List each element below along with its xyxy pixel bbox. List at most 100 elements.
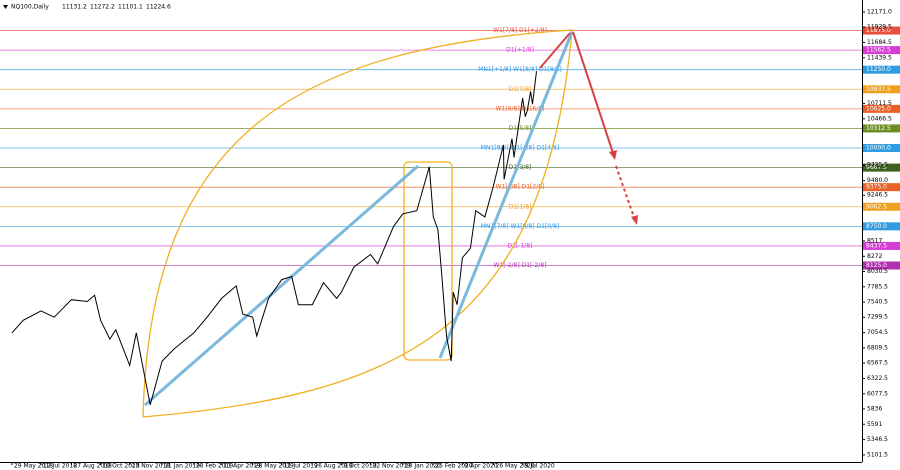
x-tick-label: 12 Jul 2018 [43, 463, 77, 470]
level-price-box [863, 222, 900, 231]
level-price-box [863, 85, 900, 94]
level-price-box [863, 241, 900, 250]
level-text: MN1[+1/8] W1[8/8] D1[8/8] [478, 66, 562, 73]
level-price-label: 9375.0 [866, 184, 887, 191]
arrow-up [539, 32, 571, 69]
level-price-label: 9062.5 [866, 203, 887, 210]
x-tick-label: 10 Oct 2018 [103, 463, 140, 470]
price-line [11, 71, 537, 406]
level-text: D1[5/8] [509, 125, 532, 132]
chart-title: NQ100,Daily [11, 4, 49, 11]
y-tick-label: 5346.5 [867, 436, 888, 443]
ohlc-value: 11101.1 [118, 4, 143, 11]
level-price-label: 10625.0 [866, 105, 891, 112]
level-price-label: 11250.0 [866, 66, 891, 73]
arc-upper [142, 29, 573, 418]
y-tick-label: 9480.0 [867, 177, 888, 184]
trend-line [144, 164, 419, 407]
level-price-label: 8437.5 [866, 242, 887, 249]
level-text: W1[6/8] D1[6/8] [496, 105, 545, 112]
y-tick-label: 11929.5 [867, 24, 892, 31]
x-tick-label: 27 Aug 2018 [73, 463, 112, 470]
level-price-label: 11562.5 [866, 47, 891, 54]
x-tick-label: 23 Nov 2018 [132, 463, 171, 470]
y-tick-label: 7785.5 [867, 283, 888, 290]
x-tick-label: 11 Jan 2019 [164, 463, 200, 470]
y-tick-label: 6322.5 [867, 375, 888, 382]
x-tick-label: 26 May 2020 [496, 463, 535, 470]
arrow-down [572, 31, 615, 157]
level-price-box [863, 46, 900, 55]
y-tick-label: 7540.5 [867, 299, 888, 306]
x-tick-label: 10 Jan 2020 [405, 463, 441, 470]
ohlc-value: 11272.2 [90, 4, 115, 11]
y-tick-label: 8272 [867, 253, 882, 260]
level-price-box [863, 183, 900, 192]
level-price-label: 9687.5 [866, 164, 887, 171]
x-tick-label: 9 Jul 2020 [525, 463, 555, 470]
arrow-head [609, 150, 617, 160]
x-tick-label: 9 Apr 2020 [464, 463, 497, 470]
y-tick-label: 5836 [867, 405, 882, 412]
level-price-box [863, 26, 900, 35]
y-tick-label: 6567.5 [867, 360, 888, 367]
levels: W1[7/8] D1[+2/8] 11875.0 D1[+1/8] 11562.5 MN… [0, 26, 900, 270]
level-price-box [863, 163, 900, 172]
y-tick-label: 6809.5 [867, 344, 888, 351]
range-box [403, 161, 453, 361]
level-price-label: 10312.5 [866, 125, 891, 132]
level-text: MN1[7/8] W1[0/8] D1[0/8] [481, 223, 560, 230]
level-price-box [863, 65, 900, 74]
level-price-label: 10000.0 [866, 145, 891, 152]
y-tick-label: 7299.5 [867, 314, 888, 321]
x-tick-label: 28 Feb 2019 [196, 463, 234, 470]
level-text: D1[1/8] [509, 203, 532, 210]
level-price-label: 10937.5 [866, 86, 891, 93]
menu-icon [3, 5, 8, 9]
y-tick-label: 9725.5 [867, 162, 888, 169]
y-tick-label: 11684.5 [867, 39, 892, 46]
x-tick-label: 28 May 2019 [255, 463, 294, 470]
level-price-box [863, 261, 900, 270]
y-tick-label: 9246.5 [867, 192, 888, 199]
trend-line [438, 31, 574, 359]
level-text: D1[7/8] [509, 86, 532, 93]
ohlc-value: 11224.6 [146, 4, 171, 11]
y-tick-label: 5101.5 [867, 451, 888, 458]
y-tick-label: 10466.5 [867, 115, 892, 122]
y-tick-label: 8517 [867, 237, 882, 244]
level-text: D1[-1/8] [508, 242, 533, 249]
x-tick-label: 9 Oct 2019 [343, 463, 376, 470]
y-tick-label: 11439.5 [867, 54, 892, 61]
level-price-box [863, 124, 900, 133]
x-tick-label: 22 Nov 2019 [372, 463, 411, 470]
level-price-box [863, 104, 900, 113]
arrow-head [631, 215, 638, 225]
y-tick-label: 8030.5 [867, 268, 888, 275]
ohlc: 11131.2 11272.2 11101.1 11224.6 [62, 4, 171, 11]
x-tick-label: 25 Feb 2020 [435, 463, 473, 470]
y-tick-label: 10711.5 [867, 100, 892, 107]
y-tick-label: 6077.5 [867, 390, 888, 397]
level-text: MN1[8/8] W1[4/8] D1[4/8] [481, 145, 560, 152]
ohlc-value: 11131.2 [62, 4, 87, 11]
y-tick-label: 7054.5 [867, 329, 888, 336]
x-tick-label: 11 Jul 2019 [284, 463, 318, 470]
level-text: W1[-2/8] D1[-2/8] [493, 262, 546, 269]
level-price-label: 8125.0 [866, 262, 887, 269]
level-text: D1[3/8] [509, 164, 532, 171]
level-price-box [863, 144, 900, 153]
level-price-label: 8750.0 [866, 223, 887, 230]
x-tick-label: 11 Apr 2019 [224, 463, 261, 470]
level-price-box [863, 202, 900, 211]
level-text: D1[+1/8] [506, 47, 534, 54]
level-price-label: 11875.0 [866, 27, 891, 34]
arc-lower [142, 29, 573, 418]
x-tick-label: 29 May 2018 [14, 463, 53, 470]
x-tick-label: 26 Aug 2019 [314, 463, 353, 470]
level-text: W1[7/8] D1[+2/8] [493, 27, 547, 34]
level-text: W1[2/8] D1[2/8] [496, 184, 545, 191]
y-tick-label: 12171.0 [867, 8, 892, 15]
